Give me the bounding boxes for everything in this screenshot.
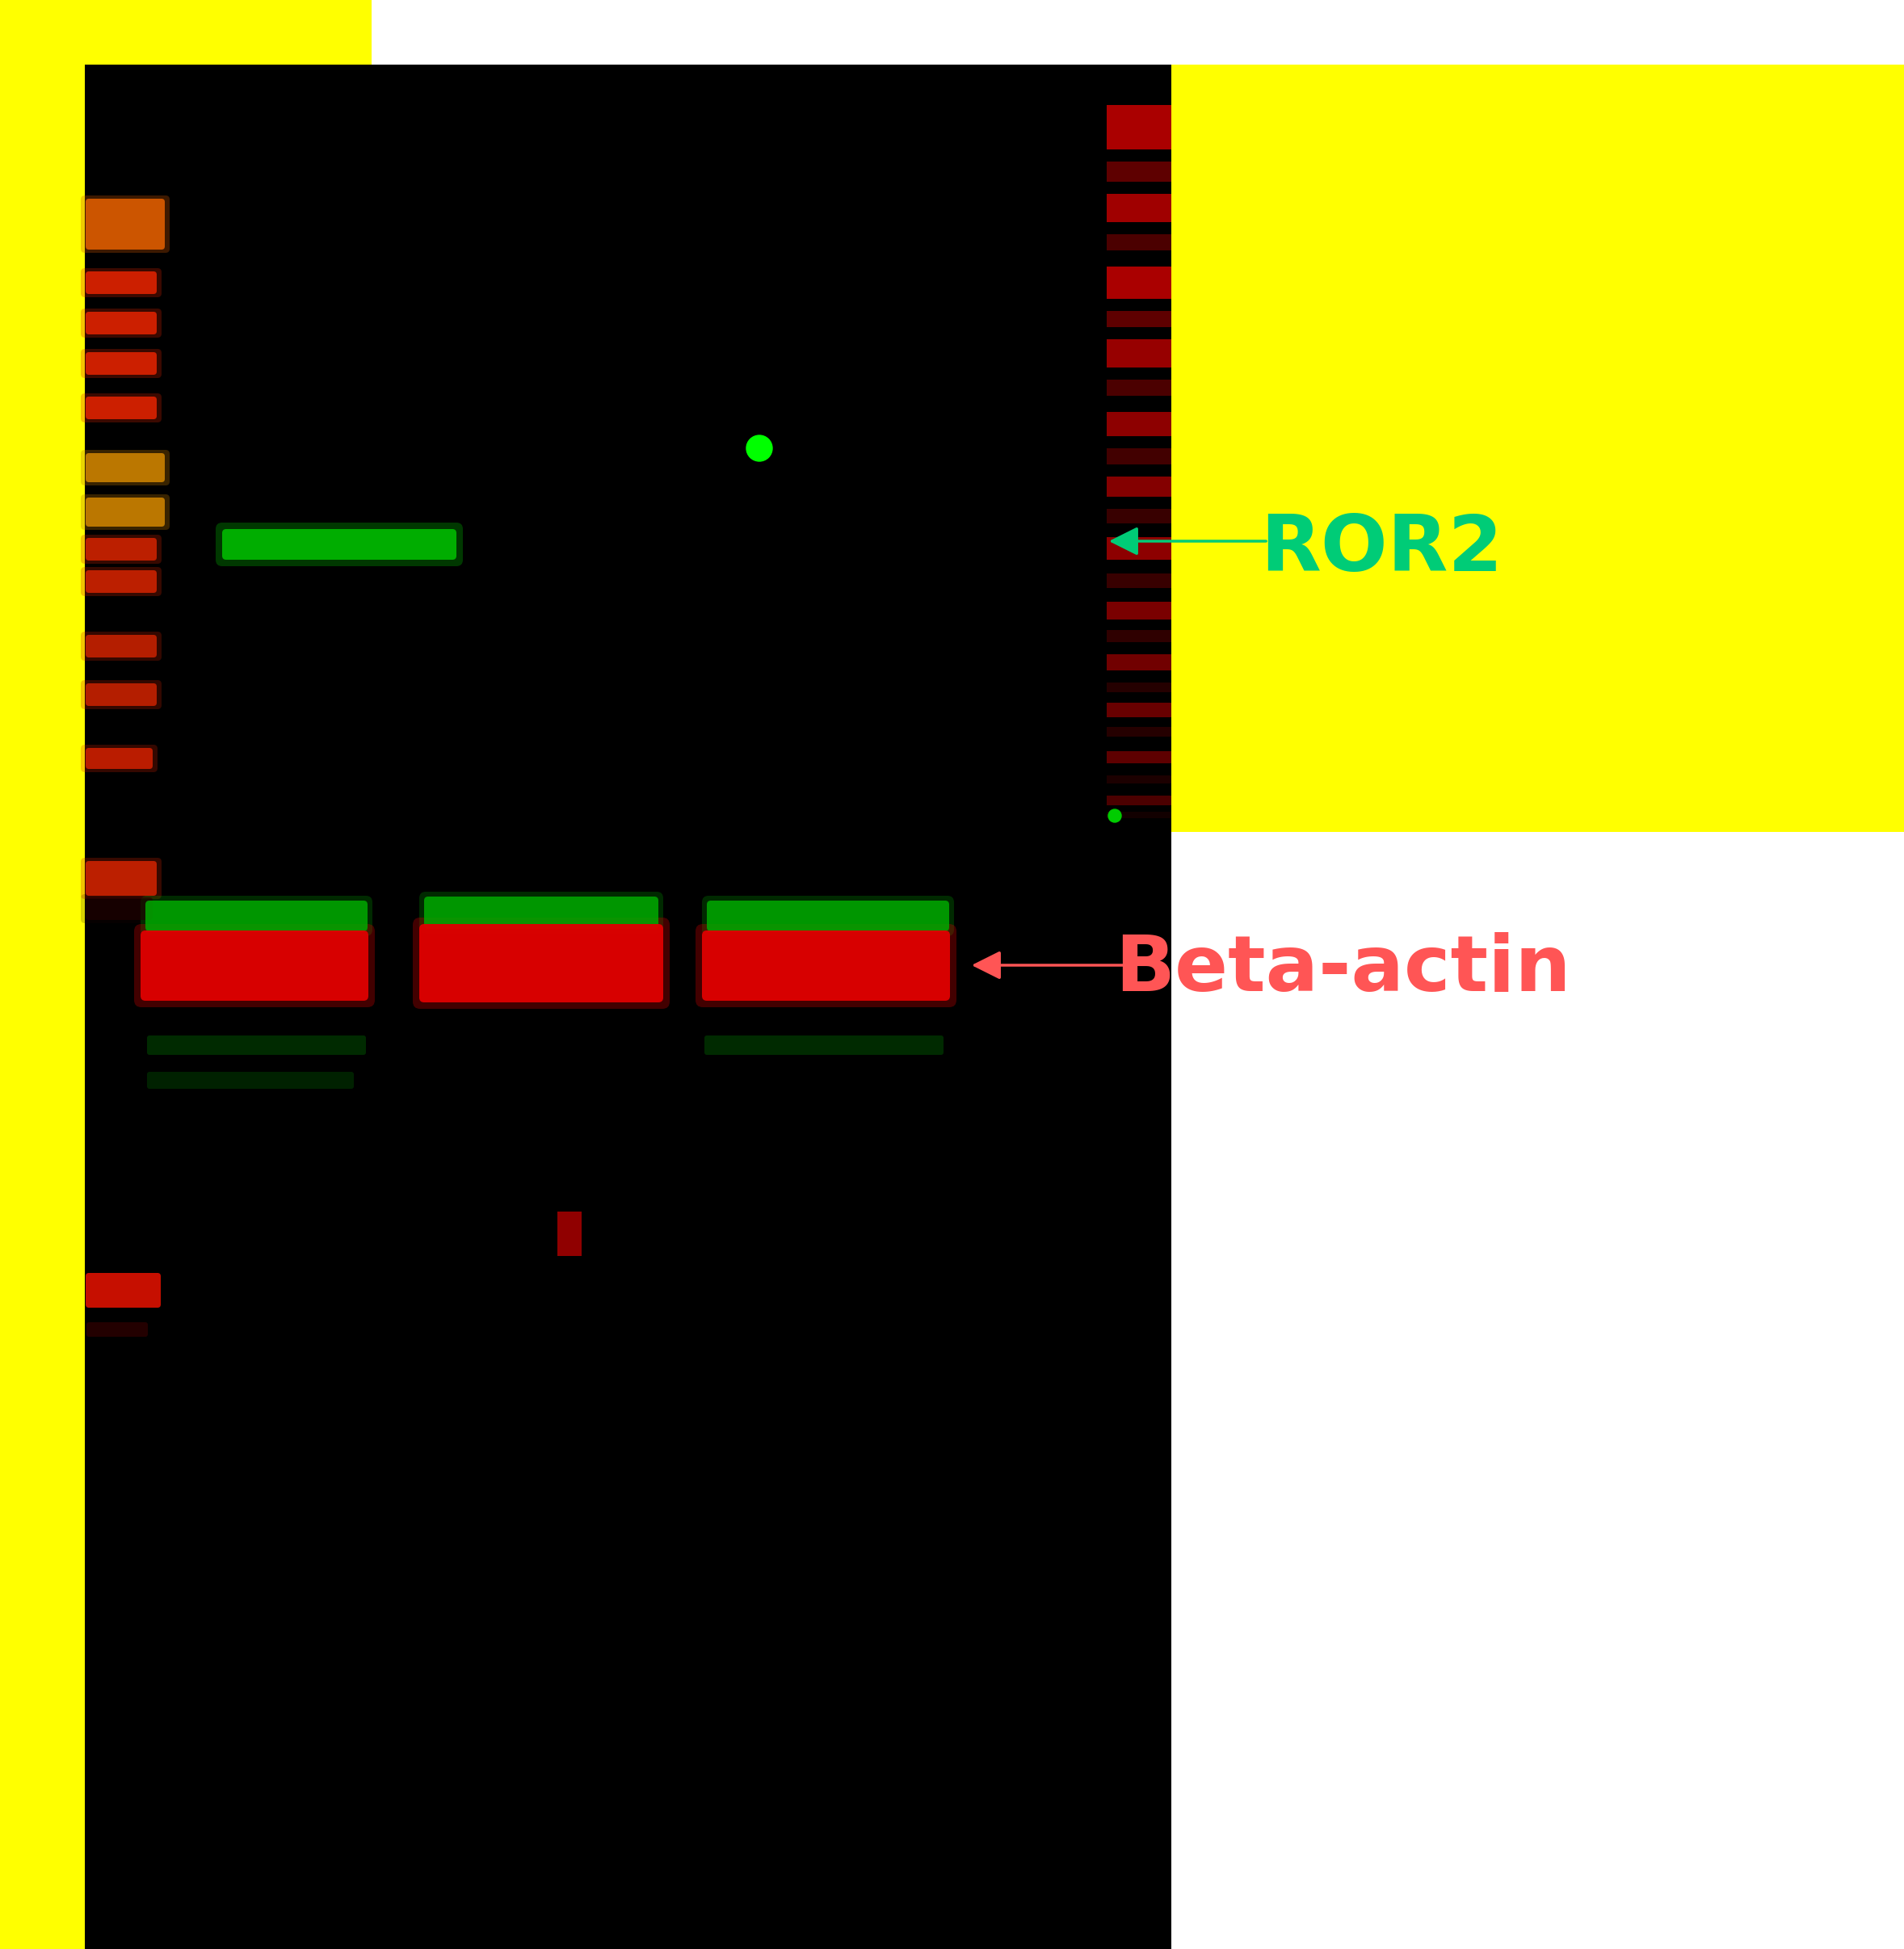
FancyBboxPatch shape — [141, 897, 373, 936]
Bar — [1106, 811, 1171, 819]
Bar — [1106, 448, 1171, 464]
FancyBboxPatch shape — [223, 528, 457, 559]
FancyBboxPatch shape — [86, 1273, 160, 1308]
FancyBboxPatch shape — [86, 497, 166, 526]
Bar — [86, 64, 1171, 1639]
FancyBboxPatch shape — [133, 924, 375, 1008]
FancyBboxPatch shape — [80, 394, 162, 423]
FancyBboxPatch shape — [703, 897, 954, 936]
FancyBboxPatch shape — [86, 1321, 149, 1337]
Bar — [1106, 630, 1171, 641]
FancyBboxPatch shape — [86, 571, 156, 592]
Bar — [1106, 682, 1171, 692]
Bar — [1106, 795, 1171, 805]
FancyBboxPatch shape — [80, 349, 162, 378]
FancyBboxPatch shape — [86, 199, 166, 249]
FancyBboxPatch shape — [80, 858, 162, 898]
Bar — [1106, 602, 1171, 620]
FancyBboxPatch shape — [80, 680, 162, 709]
FancyBboxPatch shape — [86, 396, 156, 419]
Bar — [1106, 339, 1171, 368]
Bar — [1106, 411, 1171, 437]
Bar — [1106, 509, 1171, 524]
Bar — [1106, 267, 1171, 298]
FancyBboxPatch shape — [80, 269, 162, 298]
FancyBboxPatch shape — [80, 895, 158, 924]
Circle shape — [746, 435, 773, 462]
FancyBboxPatch shape — [86, 452, 166, 481]
Bar — [1106, 234, 1171, 249]
FancyBboxPatch shape — [80, 308, 162, 337]
FancyBboxPatch shape — [80, 631, 162, 661]
Text: ROR2: ROR2 — [1260, 513, 1502, 587]
FancyBboxPatch shape — [80, 195, 169, 253]
FancyBboxPatch shape — [419, 893, 663, 934]
FancyBboxPatch shape — [695, 924, 956, 1008]
FancyBboxPatch shape — [145, 900, 367, 932]
FancyBboxPatch shape — [86, 635, 156, 657]
Bar — [86, 1639, 1171, 1949]
FancyBboxPatch shape — [80, 450, 169, 485]
FancyBboxPatch shape — [419, 924, 663, 1002]
Bar — [1106, 193, 1171, 222]
FancyBboxPatch shape — [86, 748, 152, 770]
FancyBboxPatch shape — [147, 1035, 366, 1054]
Bar — [1106, 478, 1171, 497]
FancyBboxPatch shape — [80, 567, 162, 596]
FancyBboxPatch shape — [80, 534, 162, 563]
Bar — [1106, 776, 1171, 783]
Bar — [371, 0, 1904, 64]
FancyBboxPatch shape — [86, 271, 156, 294]
Text: Beta-actin: Beta-actin — [1114, 932, 1571, 1008]
Bar — [1171, 832, 1904, 1357]
FancyBboxPatch shape — [425, 897, 659, 930]
FancyBboxPatch shape — [141, 930, 367, 1000]
FancyBboxPatch shape — [80, 745, 158, 772]
FancyBboxPatch shape — [147, 1072, 354, 1089]
FancyBboxPatch shape — [706, 900, 950, 932]
FancyBboxPatch shape — [80, 495, 169, 530]
Bar — [1106, 704, 1171, 717]
Bar — [1106, 380, 1171, 396]
FancyBboxPatch shape — [86, 353, 156, 374]
FancyBboxPatch shape — [704, 1035, 944, 1054]
Bar — [1171, 1357, 1904, 1949]
Bar — [1106, 655, 1171, 670]
FancyBboxPatch shape — [703, 930, 950, 1000]
FancyBboxPatch shape — [86, 538, 156, 561]
FancyBboxPatch shape — [86, 684, 156, 706]
FancyBboxPatch shape — [413, 918, 670, 1010]
Bar — [1106, 105, 1171, 150]
Circle shape — [1108, 809, 1121, 822]
Bar — [1106, 162, 1171, 181]
FancyBboxPatch shape — [215, 522, 463, 567]
Bar — [1106, 312, 1171, 327]
Bar — [1106, 538, 1171, 559]
Bar — [1106, 573, 1171, 589]
Bar — [1106, 750, 1171, 764]
FancyBboxPatch shape — [86, 897, 152, 920]
Bar — [1106, 727, 1171, 737]
FancyBboxPatch shape — [86, 861, 156, 897]
Bar — [558, 1212, 581, 1255]
FancyBboxPatch shape — [86, 312, 156, 335]
